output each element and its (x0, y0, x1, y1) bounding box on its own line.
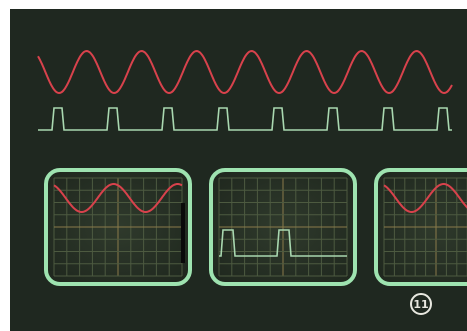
screen (46, 170, 190, 284)
figure-label: 11 (413, 298, 428, 311)
screen (376, 170, 467, 284)
left-margin (0, 0, 10, 331)
photo: 11 (0, 0, 467, 331)
screen (211, 170, 355, 284)
top-margin (0, 0, 467, 9)
page: 11 (() => { const data = JSON.parse(docu… (0, 0, 467, 331)
marker (181, 203, 185, 263)
